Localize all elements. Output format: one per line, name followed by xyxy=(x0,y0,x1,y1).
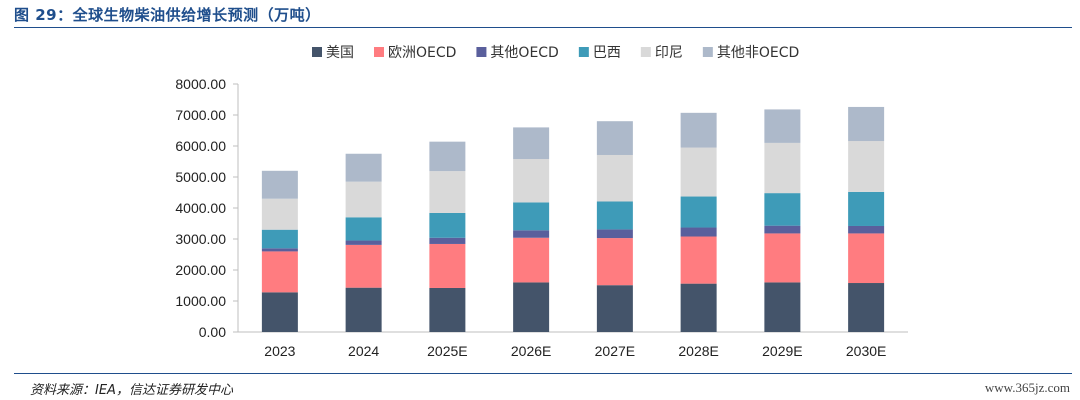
x-tick-label-4: 2027E xyxy=(595,343,635,359)
bar-2023-5 xyxy=(261,170,298,199)
legend-swatch-2 xyxy=(476,47,487,57)
y-tick-label-8: 8000.00 xyxy=(175,76,226,92)
bar-2025E-0 xyxy=(429,287,466,332)
bar-2026E-1 xyxy=(513,237,550,283)
legend-swatch-5 xyxy=(702,47,713,57)
bar-2024-2 xyxy=(345,240,382,245)
x-tick-label-0: 2023 xyxy=(264,343,295,359)
bar-2030E-0 xyxy=(848,283,885,332)
bar-2029E-0 xyxy=(764,282,801,332)
stacked-bar-chart: 美国 欧洲OECD 其他OECD 巴西 印尼 其他非OECD 0.00 1000.00 2000… xyxy=(175,45,908,359)
x-tick-label-7: 2030E xyxy=(846,343,886,359)
bar-2026E-4 xyxy=(513,159,550,203)
bar-2028E-4 xyxy=(680,147,717,197)
y-tick-label-7: 7000.00 xyxy=(175,107,226,123)
legend-swatch-1 xyxy=(374,47,384,57)
legend-label-5: 其他非OECD xyxy=(717,45,799,61)
bar-2026E-0 xyxy=(513,282,550,332)
bar-2023-2 xyxy=(261,248,298,252)
y-tick-label-1: 1000.00 xyxy=(175,293,226,309)
bar-2027E-0 xyxy=(596,285,633,332)
bar-2026E-5 xyxy=(513,127,550,160)
bar-2024-3 xyxy=(345,217,382,241)
y-tick-label-3: 3000.00 xyxy=(175,231,226,247)
legend-swatch-4 xyxy=(640,47,651,57)
legend-label-1: 欧洲OECD xyxy=(388,45,456,61)
bar-2024-4 xyxy=(345,181,382,218)
legend-swatch-3 xyxy=(578,47,589,57)
legend-label-4: 印尼 xyxy=(655,45,683,61)
bar-2028E-3 xyxy=(680,196,717,228)
bar-2030E-1 xyxy=(848,233,885,284)
bar-2028E-1 xyxy=(680,236,717,284)
bar-2023-0 xyxy=(261,292,298,332)
bar-2030E-5 xyxy=(848,106,885,142)
bar-2029E-4 xyxy=(764,142,801,194)
bar-2030E-3 xyxy=(848,191,885,226)
x-tick-label-3: 2026E xyxy=(511,343,551,359)
x-tick-label-1: 2024 xyxy=(348,343,379,359)
bar-2026E-2 xyxy=(513,230,550,238)
bar-2030E-4 xyxy=(848,141,885,192)
bar-2023-4 xyxy=(261,198,298,230)
y-tick-label-2: 2000.00 xyxy=(175,262,226,278)
bar-2024-1 xyxy=(345,244,382,288)
bar-2029E-2 xyxy=(764,225,801,234)
figure-title: 图 29：全球生物柴油供给增长预测（万吨） xyxy=(14,6,321,24)
bar-2029E-1 xyxy=(764,233,801,283)
bar-2025E-5 xyxy=(429,141,466,172)
footer-rule xyxy=(14,373,1072,374)
title-rule xyxy=(14,27,1072,28)
x-tick-label-6: 2029E xyxy=(762,343,802,359)
bar-2027E-2 xyxy=(596,229,633,239)
bar-2027E-5 xyxy=(596,121,633,155)
bar-2027E-3 xyxy=(596,201,633,230)
bar-2025E-2 xyxy=(429,237,466,244)
figure-header: 图 29：全球生物柴油供给增长预测（万吨） xyxy=(0,0,1080,26)
x-tick-label-5: 2028E xyxy=(678,343,718,359)
y-tick-label-6: 6000.00 xyxy=(175,138,226,154)
bar-2025E-4 xyxy=(429,171,466,213)
bar-2024-0 xyxy=(345,287,382,332)
legend-label-2: 其他OECD xyxy=(490,45,558,61)
bar-2027E-1 xyxy=(596,238,633,286)
bar-2028E-0 xyxy=(680,283,717,332)
bar-2028E-2 xyxy=(680,227,717,237)
bar-2027E-4 xyxy=(596,154,633,202)
y-tick-label-5: 5000.00 xyxy=(175,169,226,185)
x-tick-label-2: 2025E xyxy=(427,343,467,359)
legend-swatch-0 xyxy=(312,47,322,57)
bar-2029E-3 xyxy=(764,193,801,226)
bar-2030E-2 xyxy=(848,225,885,234)
watermark: www.365jz.com xyxy=(984,380,1070,395)
bar-2028E-5 xyxy=(680,112,717,148)
bar-2026E-3 xyxy=(513,202,550,231)
source-note: 资料来源：IEA，信达证券研发中心 xyxy=(30,383,233,398)
y-tick-label-0: 0.00 xyxy=(199,324,226,340)
legend-label-0: 美国 xyxy=(326,45,354,61)
bar-2029E-5 xyxy=(764,109,801,143)
legend-label-3: 巴西 xyxy=(593,45,621,61)
bar-2025E-3 xyxy=(429,212,466,238)
bar-2025E-1 xyxy=(429,243,466,288)
bar-2024-5 xyxy=(345,153,382,182)
bar-2023-3 xyxy=(261,229,298,249)
bar-2023-1 xyxy=(261,251,298,293)
y-tick-label-4: 4000.00 xyxy=(175,200,226,216)
